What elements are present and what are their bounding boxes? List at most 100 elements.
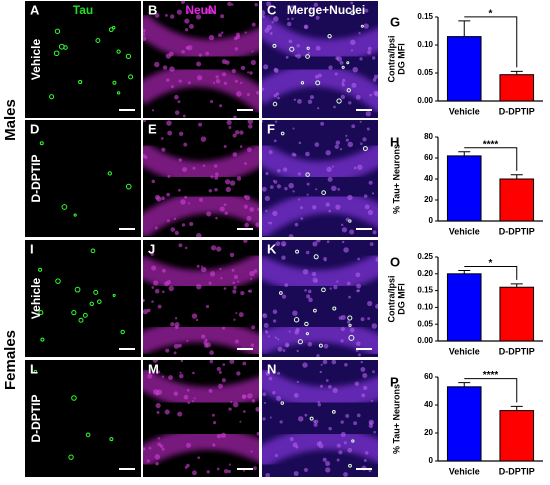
cell bbox=[306, 193, 309, 196]
cell bbox=[286, 344, 289, 347]
cell bbox=[186, 463, 190, 468]
y-axis-label: Contra/Ipsi bbox=[386, 275, 396, 322]
tau-signal bbox=[309, 416, 314, 421]
cell bbox=[231, 268, 235, 272]
cell bbox=[206, 211, 212, 217]
cell bbox=[254, 3, 258, 7]
significance-label: **** bbox=[483, 139, 499, 150]
cell bbox=[223, 144, 227, 148]
tau-signal bbox=[95, 38, 101, 44]
cell bbox=[288, 39, 293, 44]
cell bbox=[227, 469, 231, 474]
cell bbox=[360, 317, 365, 322]
cell bbox=[311, 271, 317, 277]
y-tick-label: 60 bbox=[424, 153, 433, 162]
cell bbox=[289, 437, 294, 442]
cell bbox=[236, 32, 240, 37]
cell bbox=[240, 290, 245, 296]
cell bbox=[187, 401, 191, 404]
cell bbox=[256, 90, 259, 95]
cell bbox=[371, 56, 376, 60]
panel-letter: H bbox=[390, 134, 399, 149]
cell bbox=[329, 287, 332, 290]
cell bbox=[162, 65, 168, 70]
tau-signal bbox=[280, 401, 285, 405]
y-tick-label: 0.00 bbox=[417, 336, 433, 345]
cell bbox=[251, 22, 256, 27]
cell bbox=[186, 442, 191, 448]
cell bbox=[192, 400, 195, 403]
cell bbox=[229, 360, 235, 364]
cell bbox=[247, 120, 254, 125]
cell bbox=[272, 210, 278, 217]
cell bbox=[220, 277, 223, 280]
cell bbox=[253, 466, 257, 471]
tau-signal bbox=[63, 45, 68, 50]
micrograph: C Merge+Nuclei bbox=[262, 1, 378, 118]
y-tick-label: 20 bbox=[424, 195, 433, 204]
cell bbox=[273, 139, 277, 143]
cell bbox=[347, 194, 353, 201]
row-label: D-DPTIP bbox=[29, 395, 43, 443]
cell bbox=[165, 53, 172, 59]
cell bbox=[346, 281, 351, 286]
cell bbox=[267, 335, 271, 338]
cell bbox=[266, 1, 272, 7]
cell bbox=[223, 81, 228, 85]
image-content bbox=[262, 1, 378, 118]
cell bbox=[169, 66, 175, 72]
cell bbox=[310, 8, 313, 12]
x-tick-label: Vehicle bbox=[449, 106, 480, 116]
cell bbox=[368, 469, 372, 473]
cell bbox=[360, 360, 363, 364]
cell bbox=[208, 34, 215, 41]
cell bbox=[143, 32, 146, 36]
cell bbox=[372, 230, 377, 235]
tau-signal bbox=[327, 34, 332, 39]
tau-signal bbox=[346, 61, 350, 65]
cell bbox=[338, 450, 343, 455]
cell bbox=[151, 245, 155, 248]
tau-signal bbox=[362, 146, 368, 151]
cell bbox=[359, 120, 362, 123]
y-tick-label: 0.15 bbox=[417, 12, 433, 21]
cell bbox=[218, 383, 223, 389]
cell bbox=[156, 196, 162, 202]
cell bbox=[363, 459, 367, 462]
tau-signal bbox=[82, 312, 88, 318]
cell bbox=[181, 49, 185, 54]
cell bbox=[313, 2, 319, 8]
x-tick-label: Vehicle bbox=[449, 466, 480, 476]
cell bbox=[242, 361, 247, 366]
cell bbox=[157, 437, 161, 440]
error-bar bbox=[510, 405, 523, 411]
cell bbox=[243, 240, 248, 244]
cell bbox=[143, 36, 147, 42]
cell bbox=[208, 388, 213, 393]
cell bbox=[215, 75, 219, 79]
cell bbox=[314, 142, 320, 147]
cell-layer bbox=[262, 427, 378, 470]
panel-letter: N bbox=[267, 361, 276, 376]
cell bbox=[304, 25, 308, 29]
cell bbox=[233, 318, 236, 321]
micrograph: J bbox=[143, 240, 259, 357]
cell bbox=[183, 394, 189, 400]
cell bbox=[205, 51, 210, 56]
cell bbox=[151, 300, 154, 303]
cell bbox=[214, 175, 219, 180]
cell-layer bbox=[262, 320, 378, 357]
cell bbox=[221, 31, 224, 35]
cell bbox=[349, 327, 355, 333]
cell bbox=[248, 289, 253, 293]
cell bbox=[312, 277, 318, 283]
cell bbox=[197, 456, 201, 460]
bar bbox=[446, 386, 482, 462]
tau-signal bbox=[293, 317, 300, 323]
cell bbox=[164, 409, 170, 415]
cell bbox=[263, 322, 269, 328]
cell bbox=[265, 172, 269, 176]
cell bbox=[284, 187, 288, 191]
tau-signal bbox=[295, 249, 300, 254]
